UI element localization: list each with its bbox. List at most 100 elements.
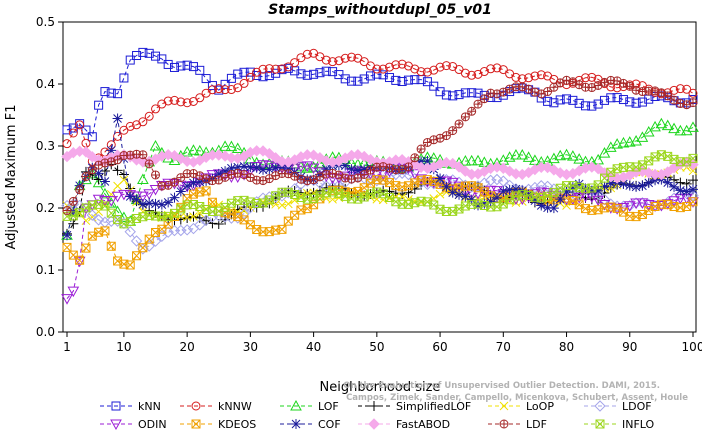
- data-point-LDF: [68, 196, 78, 206]
- data-point-LDOF: [149, 235, 162, 247]
- data-point-COF: [321, 164, 332, 175]
- data-point-kNNW: [530, 71, 540, 81]
- data-point-kNN: [201, 74, 211, 84]
- data-point-kNN: [618, 95, 628, 105]
- data-point-kNNW: [283, 62, 293, 72]
- data-point-COF: [561, 186, 572, 197]
- data-point-kNNW: [182, 98, 192, 108]
- data-point-COF: [435, 173, 446, 184]
- data-point-COF: [624, 180, 635, 191]
- data-point-kNNW: [68, 128, 78, 138]
- legend-item-SimplifiedLOF: SimplifiedLOF: [358, 400, 471, 413]
- data-point-kNNW: [524, 73, 534, 83]
- data-point-kNN: [581, 101, 591, 111]
- data-point-kNN: [296, 69, 306, 79]
- data-point-KDEOS: [81, 243, 91, 253]
- data-point-kNNW: [581, 73, 591, 83]
- y-tick-label: 0.1: [36, 263, 55, 277]
- chart-title: Stamps_withoutdupl_05_v01: [268, 2, 492, 18]
- data-point-kNNW: [290, 58, 300, 68]
- data-point-kNNW: [113, 131, 123, 141]
- data-point-LOF: [623, 136, 636, 147]
- data-point-kNNW: [264, 64, 274, 74]
- y-axis-label: Adjusted Maximum F1: [4, 105, 19, 250]
- data-point-COF: [675, 185, 686, 196]
- legend-label: LDOF: [622, 400, 652, 413]
- data-point-kNN: [328, 67, 338, 77]
- legend-item-ODIN: ODIN: [100, 418, 167, 431]
- data-point-kNNW: [587, 72, 597, 82]
- series-kNN: [62, 47, 698, 142]
- data-point-KDEOS: [100, 226, 110, 236]
- legend-marker: [594, 400, 606, 412]
- data-point-kNN: [239, 67, 249, 77]
- data-point-COF: [106, 145, 117, 156]
- data-point-LDOF: [548, 183, 560, 195]
- y-tick-label: 0.3: [36, 139, 55, 153]
- data-point-kNN: [372, 69, 382, 79]
- legend-item-COF: COF: [280, 418, 341, 431]
- data-point-LDF: [151, 170, 161, 180]
- data-point-LDF: [62, 205, 72, 215]
- legend-marker: [111, 401, 121, 411]
- legend-label: LoOP: [526, 400, 554, 413]
- data-point-COF: [270, 162, 281, 173]
- data-point-LOF: [674, 124, 687, 136]
- data-point-SimplifiedLOF: [68, 218, 79, 229]
- data-point-COF: [466, 194, 477, 205]
- data-point-INFLO: [688, 153, 698, 163]
- data-point-kNNW: [347, 52, 357, 62]
- data-point-LDOF: [86, 209, 99, 221]
- data-point-LOF: [301, 162, 314, 173]
- data-point-COF: [188, 177, 199, 188]
- data-point-kNN: [366, 71, 376, 81]
- x-axis-label: Neighborhood size: [320, 380, 441, 395]
- legend-marker: [369, 401, 379, 411]
- data-point-kNNW: [492, 63, 502, 73]
- data-point-kNN: [587, 101, 597, 111]
- data-point-LDF: [454, 119, 464, 129]
- data-point-LDF: [75, 185, 85, 195]
- data-point-kNNW: [372, 64, 382, 74]
- x-tick-label: 10: [116, 340, 131, 354]
- y-tick-label: 0.0: [36, 325, 55, 339]
- y-tick-label: 0.2: [36, 201, 55, 215]
- data-point-LDF: [422, 137, 432, 147]
- data-point-LOF: [92, 176, 105, 188]
- data-point-kNNW: [328, 57, 338, 67]
- data-point-kNNW: [75, 120, 85, 130]
- legend-marker: [290, 399, 302, 411]
- data-point-KDEOS: [201, 186, 211, 196]
- data-point-kNNW: [486, 64, 496, 74]
- data-point-kNNW: [397, 59, 407, 69]
- data-point-COF: [150, 198, 161, 209]
- data-point-kNN: [403, 75, 413, 85]
- data-point-COF: [156, 199, 167, 210]
- x-tick-label: 50: [369, 340, 384, 354]
- data-point-COF: [555, 194, 566, 205]
- data-point-kNNW: [195, 93, 205, 103]
- data-point-kNNW: [144, 111, 154, 121]
- data-point-kNN: [264, 71, 274, 81]
- data-point-kNN: [100, 87, 110, 97]
- legend-label: COF: [318, 418, 341, 431]
- data-point-SimplifiedLOF: [314, 185, 325, 196]
- series-line-KDEOS: [66, 179, 694, 266]
- y-tick-label: 0.5: [36, 15, 55, 29]
- data-point-kNNW: [207, 85, 217, 95]
- legend-marker: [191, 401, 201, 411]
- data-point-kNN: [637, 97, 647, 107]
- data-point-COF: [631, 181, 642, 192]
- data-point-kNNW: [245, 72, 255, 82]
- data-point-kNNW: [151, 104, 161, 114]
- data-point-LOF: [225, 140, 238, 152]
- data-point-COF: [346, 164, 357, 175]
- legend-marker: [291, 419, 301, 429]
- x-tick-label: 70: [496, 340, 511, 354]
- data-point-COF: [460, 191, 471, 202]
- data-point-kNN: [353, 76, 363, 86]
- y-axis: 0.0 0.1 0.2 0.3 0.4 0.5: [36, 15, 63, 339]
- data-point-KDEOS: [62, 242, 72, 252]
- legend-label: ODIN: [138, 418, 167, 431]
- data-point-kNN: [163, 59, 173, 69]
